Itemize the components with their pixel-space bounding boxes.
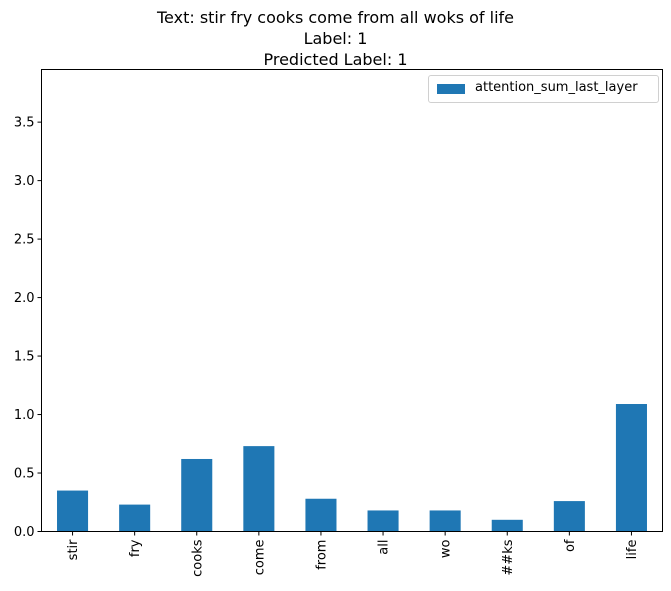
bar-wo — [429, 510, 461, 532]
x-tick-label: stir — [66, 539, 81, 560]
bar-life — [615, 404, 647, 532]
x-tick-label: of — [563, 539, 578, 552]
y-tick-label: 0.0 — [14, 525, 35, 540]
x-tick-label: ##ks — [501, 539, 516, 575]
bars-group — [57, 404, 647, 532]
x-tick-label: fry — [128, 539, 143, 557]
x-tick-label: life — [625, 540, 640, 560]
legend-swatch — [437, 84, 465, 94]
y-tick-label: 3.5 — [14, 116, 35, 131]
y-tick-label: 0.5 — [14, 467, 35, 482]
plot-frame — [41, 69, 663, 532]
y-tick-label: 2.5 — [14, 233, 35, 248]
chart-title-line-3: Predicted Label: 1 — [263, 50, 408, 69]
x-tick-label: wo — [439, 539, 454, 558]
chart-title-line-2: Label: 1 — [303, 29, 368, 48]
x-tick-label: cooks — [190, 539, 205, 577]
y-tick-label: 1.0 — [14, 408, 35, 423]
bar-come — [243, 446, 275, 532]
bar-fry — [119, 504, 151, 532]
bar-of — [553, 501, 585, 532]
bar-cooks — [181, 458, 213, 532]
x-tick-label: from — [314, 540, 329, 570]
y-axis: 0.0 0.5 1.0 1.5 2.0 2.5 3.0 3.5 — [14, 116, 42, 540]
bar-all — [367, 510, 399, 532]
y-tick-label: 1.5 — [14, 350, 35, 365]
legend-label: attention_sum_last_layer — [475, 80, 638, 95]
x-tick-label: come — [252, 540, 267, 576]
legend: attention_sum_last_layer — [428, 75, 659, 103]
bar-ks — [491, 519, 523, 532]
x-tick-label: all — [377, 540, 392, 555]
bar-from — [305, 498, 337, 532]
y-tick-label: 3.0 — [14, 174, 35, 189]
bar-stir — [57, 490, 89, 532]
chart-title-line-1: Text: stir fry cooks come from all woks … — [156, 8, 515, 27]
y-tick-label: 2.0 — [14, 291, 35, 306]
x-axis: stir fry cooks come from all wo ##ks of life — [66, 531, 640, 577]
